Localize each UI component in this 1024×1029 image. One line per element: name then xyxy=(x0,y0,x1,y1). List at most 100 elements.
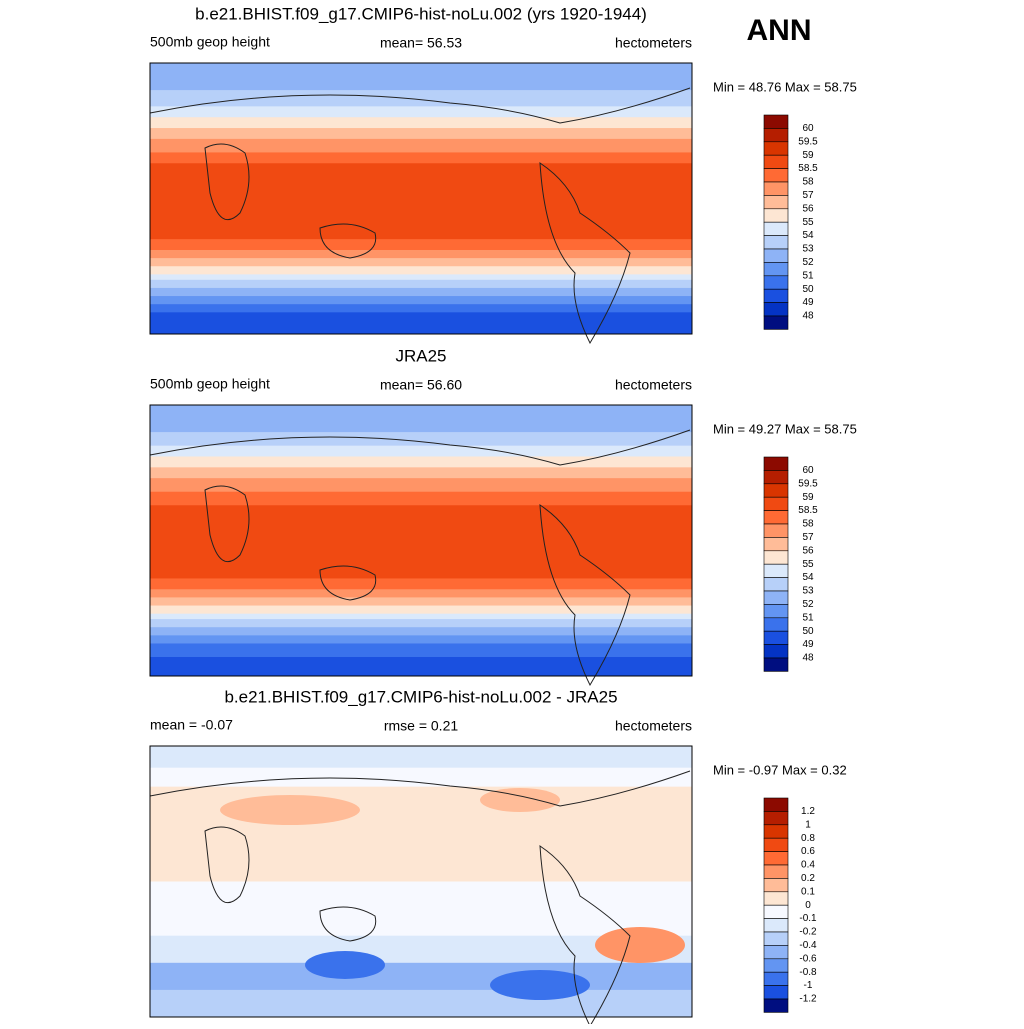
min-max-label: Min = 48.76 Max = 58.75 xyxy=(713,79,857,94)
map-band xyxy=(150,128,692,140)
colorbar-box xyxy=(763,998,789,1013)
colorbar-label: 58.5 xyxy=(798,505,818,516)
left-label: mean = -0.07 xyxy=(150,717,233,733)
map-anomaly xyxy=(480,788,560,812)
colorbar-box xyxy=(763,891,789,906)
map-band xyxy=(150,312,692,335)
map-band xyxy=(150,635,692,644)
colorbar-box xyxy=(763,644,789,659)
colorbar-label: 58 xyxy=(802,519,814,530)
map-band xyxy=(150,746,692,769)
right-label: hectometers xyxy=(615,35,692,51)
colorbar-box xyxy=(763,985,789,1000)
colorbar-label: 59.5 xyxy=(798,136,818,147)
colorbar-box xyxy=(763,537,789,552)
colorbar-label: 48 xyxy=(802,653,814,664)
colorbar-label: 58 xyxy=(802,177,814,188)
map-band xyxy=(150,643,692,658)
map-band xyxy=(150,786,692,882)
map-band xyxy=(150,163,692,240)
colorbar-box xyxy=(763,262,789,277)
colorbar-label: -1.2 xyxy=(799,994,817,1005)
colorbar-label: 53 xyxy=(802,586,814,597)
colorbar-box xyxy=(763,904,789,919)
map-frame xyxy=(149,404,693,677)
colorbar-box xyxy=(763,114,789,129)
colorbar-label: 55 xyxy=(802,217,814,228)
map-band xyxy=(150,117,692,129)
colorbar-label: 59.5 xyxy=(798,478,818,489)
colorbar-box xyxy=(763,221,789,236)
colorbar-box xyxy=(763,837,789,852)
colorbar-label: 0.4 xyxy=(801,860,815,871)
colorbar-label: 56 xyxy=(802,203,814,214)
colorbar-label: 0.1 xyxy=(801,886,815,897)
colorbar-box xyxy=(763,657,789,672)
center-label: mean= 56.53 xyxy=(380,35,462,51)
map-band xyxy=(150,767,692,788)
colorbar-box xyxy=(763,470,789,485)
colorbar-box xyxy=(763,315,789,330)
colorbar-label: -0.6 xyxy=(799,953,817,964)
map-band xyxy=(150,989,692,1018)
map-band xyxy=(150,249,692,259)
colorbar-label: 53 xyxy=(802,244,814,255)
colorbar-box xyxy=(763,630,789,645)
colorbar-box xyxy=(763,918,789,933)
map-band xyxy=(150,106,692,118)
colorbar-label: 57 xyxy=(802,532,814,543)
colorbar-label: 49 xyxy=(802,639,814,650)
map-band xyxy=(150,90,692,107)
colorbar-label: 0.6 xyxy=(801,846,815,857)
colorbar-box xyxy=(763,483,789,498)
min-max-label: Min = 49.27 Max = 58.75 xyxy=(713,421,857,436)
colorbar-box xyxy=(763,523,789,538)
colorbar-label: 56 xyxy=(802,545,814,556)
map-band xyxy=(150,657,692,677)
colorbar-box xyxy=(763,864,789,879)
colorbar-box xyxy=(763,128,789,143)
colorbar-label: 0.8 xyxy=(801,833,815,844)
left-label: 500mb geop height xyxy=(150,34,270,50)
map-frame xyxy=(149,62,693,335)
colorbar-label: 52 xyxy=(802,599,814,610)
map xyxy=(149,746,692,1028)
colorbar-label: 59 xyxy=(802,150,814,161)
colorbar-box xyxy=(763,971,789,986)
colorbar-box xyxy=(763,275,789,290)
colorbar-label: 0.2 xyxy=(801,873,815,884)
colorbar-label: 49 xyxy=(802,297,814,308)
colorbar-box xyxy=(763,604,789,619)
colorbar-box xyxy=(763,945,789,960)
colorbar-box xyxy=(763,577,789,592)
colorbar-box xyxy=(763,797,789,812)
coastline xyxy=(149,429,691,687)
panel-title: b.e21.BHIST.f09_g17.CMIP6-hist-noLu.002 … xyxy=(195,4,647,23)
map-band xyxy=(150,138,692,153)
colorbar-box xyxy=(763,617,789,632)
colorbar-label: 55 xyxy=(802,559,814,570)
map xyxy=(149,405,692,687)
colorbar-label: -1 xyxy=(804,980,813,991)
map-band xyxy=(150,266,692,275)
left-label: 500mb geop height xyxy=(150,376,270,392)
map-band xyxy=(150,152,692,164)
min-max-label: Min = -0.97 Max = 0.32 xyxy=(713,762,847,777)
colorbar-box xyxy=(763,141,789,156)
colorbar-box xyxy=(763,496,789,511)
colorbar-box xyxy=(763,181,789,196)
colorbar-label: 57 xyxy=(802,190,814,201)
colorbar-box xyxy=(763,550,789,565)
colorbar-label: 50 xyxy=(802,284,814,295)
right-label: hectometers xyxy=(615,718,692,734)
map-band xyxy=(150,258,692,267)
map-anomaly xyxy=(220,795,360,825)
colorbar-box xyxy=(763,208,789,223)
colorbar-box xyxy=(763,195,789,210)
colorbar-label: 54 xyxy=(802,572,814,583)
colorbar-box xyxy=(763,456,789,471)
panel-title: b.e21.BHIST.f09_g17.CMIP6-hist-noLu.002 … xyxy=(224,687,617,706)
colorbar-box xyxy=(763,168,789,183)
map-anomaly xyxy=(490,970,590,1000)
